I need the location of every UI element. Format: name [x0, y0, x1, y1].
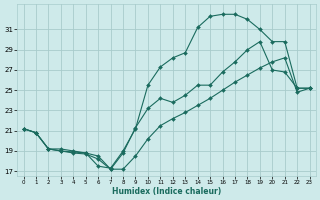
- X-axis label: Humidex (Indice chaleur): Humidex (Indice chaleur): [112, 187, 221, 196]
